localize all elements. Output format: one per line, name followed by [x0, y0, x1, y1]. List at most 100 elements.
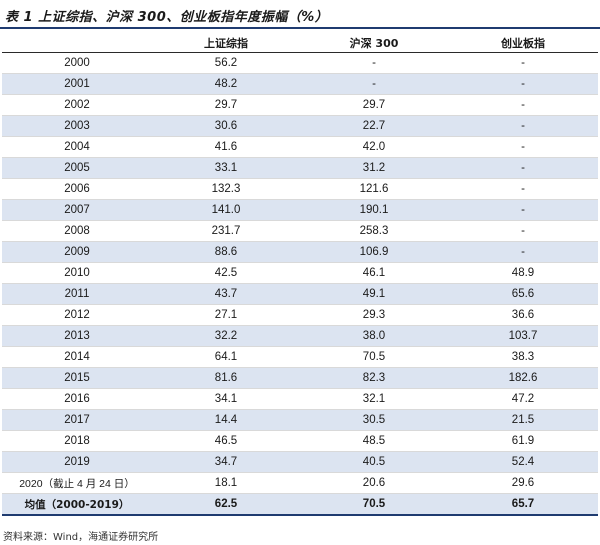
year-cell: 2017	[2, 409, 152, 431]
csi-300-cell: 70.5	[300, 346, 448, 368]
table-row: 2019 34.7 40.5 52.4	[2, 451, 598, 473]
chinext-cell: -	[448, 52, 598, 74]
shanghai-composite-cell: 64.1	[152, 346, 300, 368]
table-row: 2006 132.3 121.6-	[2, 178, 598, 200]
chinext-cell: 48.9	[448, 262, 598, 284]
shanghai-composite-cell: 62.5	[152, 493, 300, 516]
csi-300-cell: 42.0	[300, 136, 448, 158]
shanghai-composite-cell: 88.6	[152, 241, 300, 263]
table-row: 2004 41.6 42.0-	[2, 136, 598, 158]
table-row: 2015 81.6 82.3 182.6	[2, 367, 598, 389]
shanghai-composite-cell: 33.1	[152, 157, 300, 179]
table-row: 2007 141.0 190.1-	[2, 199, 598, 221]
table-row: 2013 32.2 38.0 103.7	[2, 325, 598, 347]
chinext-cell: -	[448, 73, 598, 95]
shanghai-composite-cell: 34.7	[152, 451, 300, 473]
year-cell: 2018	[2, 430, 152, 452]
chinext-cell: -	[448, 94, 598, 116]
shanghai-composite-cell: 141.0	[152, 199, 300, 221]
title-divider	[0, 27, 600, 29]
table-row: 2010 42.5 46.1 48.9	[2, 262, 598, 284]
csi-300-cell: 49.1	[300, 283, 448, 305]
chinext-cell: -	[448, 178, 598, 200]
header-shanghai-composite: 上证综指	[152, 33, 300, 53]
chinext-cell: 38.3	[448, 346, 598, 368]
shanghai-composite-cell: 14.4	[152, 409, 300, 431]
table-row: 2005 33.1 31.2-	[2, 157, 598, 179]
chinext-cell: 29.6	[448, 472, 598, 494]
year-cell: 2016	[2, 388, 152, 410]
year-cell: 2014	[2, 346, 152, 368]
csi-300-cell: 190.1	[300, 199, 448, 221]
shanghai-composite-cell: 42.5	[152, 262, 300, 284]
chinext-cell: -	[448, 199, 598, 221]
csi-300-cell: -	[300, 73, 448, 95]
chinext-cell: -	[448, 136, 598, 158]
csi-300-cell: 31.2	[300, 157, 448, 179]
chinext-cell: 65.6	[448, 283, 598, 305]
shanghai-composite-cell: 18.1	[152, 472, 300, 494]
summary-row: 均值（2000-2019） 62.5 70.5 65.7	[2, 493, 598, 516]
chinext-cell: -	[448, 157, 598, 179]
shanghai-composite-cell: 46.5	[152, 430, 300, 452]
table-row: 2001 48.2- -	[2, 73, 598, 95]
csi-300-cell: 82.3	[300, 367, 448, 389]
csi-300-cell: 106.9	[300, 241, 448, 263]
header-chinext: 创业板指	[448, 33, 598, 53]
table-row: 2003 30.6 22.7-	[2, 115, 598, 137]
year-cell: 2012	[2, 304, 152, 326]
shanghai-composite-cell: 43.7	[152, 283, 300, 305]
year-cell: 2002	[2, 94, 152, 116]
table-row: 2009 88.6 106.9-	[2, 241, 598, 263]
year-cell: 2003	[2, 115, 152, 137]
csi-300-cell: 29.3	[300, 304, 448, 326]
csi-300-cell: 20.6	[300, 472, 448, 494]
shanghai-composite-cell: 132.3	[152, 178, 300, 200]
year-cell: 2011	[2, 283, 152, 305]
shanghai-composite-cell: 48.2	[152, 73, 300, 95]
csi-300-cell: 70.5	[300, 493, 448, 516]
csi-300-cell: 22.7	[300, 115, 448, 137]
shanghai-composite-cell: 27.1	[152, 304, 300, 326]
header-csi-300: 沪深 300	[300, 33, 448, 53]
chinext-cell: 182.6	[448, 367, 598, 389]
year-cell: 2010	[2, 262, 152, 284]
shanghai-composite-cell: 56.2	[152, 52, 300, 74]
csi-300-cell: 40.5	[300, 451, 448, 473]
table-row: 2018 46.5 48.5 61.9	[2, 430, 598, 452]
chinext-cell: 36.6	[448, 304, 598, 326]
csi-300-cell: 121.6	[300, 178, 448, 200]
year-cell: 2007	[2, 199, 152, 221]
shanghai-composite-cell: 29.7	[152, 94, 300, 116]
shanghai-composite-cell: 32.2	[152, 325, 300, 347]
year-cell: 2009	[2, 241, 152, 263]
csi-300-cell: 38.0	[300, 325, 448, 347]
table-row: 2011 43.7 49.1 65.6	[2, 283, 598, 305]
shanghai-composite-cell: 34.1	[152, 388, 300, 410]
table-row: 2016 34.1 32.1 47.2	[2, 388, 598, 410]
chinext-cell: 61.9	[448, 430, 598, 452]
csi-300-cell: 258.3	[300, 220, 448, 242]
chinext-cell: 103.7	[448, 325, 598, 347]
year-cell: 2001	[2, 73, 152, 95]
shanghai-composite-cell: 30.6	[152, 115, 300, 137]
table-title: 表 1 上证综指、沪深 300、创业板指年度振幅（%）	[5, 10, 329, 25]
source-note: 资料来源：Wind，海通证券研究所	[3, 532, 159, 543]
shanghai-composite-cell: 81.6	[152, 367, 300, 389]
table-row: 2000 56.2- -	[2, 52, 598, 74]
table-row: 2017 14.4 30.5 21.5	[2, 409, 598, 431]
amplitude-table: 上证综指 沪深 300 创业板指 2000 56.2- -2001 48.2- -200…	[2, 33, 598, 516]
csi-300-cell: 46.1	[300, 262, 448, 284]
year-cell: 2008	[2, 220, 152, 242]
chinext-cell: 47.2	[448, 388, 598, 410]
chinext-cell: 52.4	[448, 451, 598, 473]
chinext-cell: -	[448, 220, 598, 242]
year-cell: 2020（截止 4 月 24 日）	[2, 472, 152, 494]
year-cell: 均值（2000-2019）	[2, 493, 152, 516]
table-row: 2002 29.7 29.7-	[2, 94, 598, 116]
year-cell: 2019	[2, 451, 152, 473]
header-year	[2, 33, 152, 53]
chinext-cell: -	[448, 241, 598, 263]
year-cell: 2013	[2, 325, 152, 347]
table-row: 2020（截止 4 月 24 日） 18.1 20.6 29.6	[2, 472, 598, 494]
